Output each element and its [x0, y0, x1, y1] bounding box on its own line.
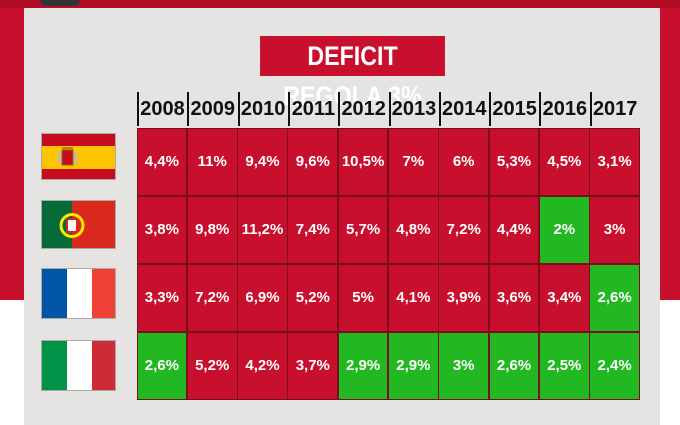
italy-flag-icon [41, 340, 116, 391]
deficit-cell: 3,3% [137, 264, 187, 331]
avatar [40, 0, 80, 6]
deficit-cell: 3,7% [288, 332, 338, 399]
deficit-cell: 9,6% [288, 128, 338, 195]
year-header-2008: 2008 [137, 92, 186, 126]
deficit-cell: 2,6% [489, 332, 539, 399]
deficit-cell: 7,2% [439, 196, 489, 263]
deficit-cell: 3,4% [539, 264, 589, 331]
year-header-2012: 2012 [338, 92, 387, 126]
year-header-2009: 2009 [187, 92, 236, 126]
deficit-cell: 11,2% [238, 196, 287, 263]
deficit-cell: 2,6% [137, 332, 187, 399]
deficit-cell: 4,1% [389, 264, 438, 331]
year-header-2014: 2014 [438, 92, 488, 126]
year-header-2015: 2015 [489, 92, 538, 126]
year-header-2017: 2017 [589, 92, 639, 126]
deficit-cell: 11% [187, 128, 237, 195]
deficit-cell: 4,2% [238, 332, 287, 399]
year-header-2016: 2016 [539, 92, 588, 126]
white-margin-right [660, 300, 680, 425]
infographic-title: DEFICIT REGOLA 3% [260, 36, 445, 111]
deficit-cell: 5,2% [187, 332, 237, 399]
top-banner-strip [0, 0, 680, 8]
deficit-cell: 2% [539, 196, 589, 263]
deficit-cell: 3,8% [137, 196, 187, 263]
spain-flag-icon [41, 133, 116, 180]
deficit-cell: 2,4% [590, 332, 639, 399]
france-flag-icon [41, 268, 116, 319]
portugal-flag-icon [41, 200, 116, 249]
deficit-cell: 7,2% [187, 264, 237, 331]
white-margin-left [0, 300, 24, 425]
deficit-cell: 2,9% [389, 332, 438, 399]
year-header-2013: 2013 [388, 92, 438, 126]
deficit-cell: 3,6% [489, 264, 539, 331]
deficit-cell: 6,9% [238, 264, 287, 331]
deficit-cell: 5,2% [288, 264, 338, 331]
deficit-cell: 3% [590, 196, 639, 263]
deficit-cell: 6% [439, 128, 489, 195]
deficit-cell: 4,4% [489, 196, 539, 263]
deficit-cell: 3,1% [590, 128, 639, 195]
deficit-cell: 7,4% [288, 196, 338, 263]
year-header-2011: 2011 [287, 92, 337, 126]
year-header-2010: 2010 [237, 92, 287, 126]
deficit-cell: 9,8% [187, 196, 237, 263]
deficit-cell: 4,8% [389, 196, 438, 263]
deficit-cell: 3,9% [439, 264, 489, 331]
deficit-cell: 10,5% [338, 128, 388, 195]
deficit-cell: 4,5% [539, 128, 589, 195]
deficit-cell: 4,4% [137, 128, 187, 195]
deficit-table: 4,4% 11% 9,4% 9,6% 10,5% 7% 6% 5,3% 4,5% 3,1% 3,8%… [137, 128, 640, 400]
deficit-cell: 2,9% [338, 332, 388, 399]
deficit-cell: 9,4% [238, 128, 287, 195]
deficit-cell: 3% [439, 332, 489, 399]
deficit-cell: 5,7% [338, 196, 388, 263]
deficit-cell: 7% [389, 128, 438, 195]
deficit-cell: 5,3% [489, 128, 539, 195]
deficit-cell: 2,5% [539, 332, 589, 399]
deficit-cell: 5% [338, 264, 388, 331]
deficit-cell: 2,6% [590, 264, 639, 331]
